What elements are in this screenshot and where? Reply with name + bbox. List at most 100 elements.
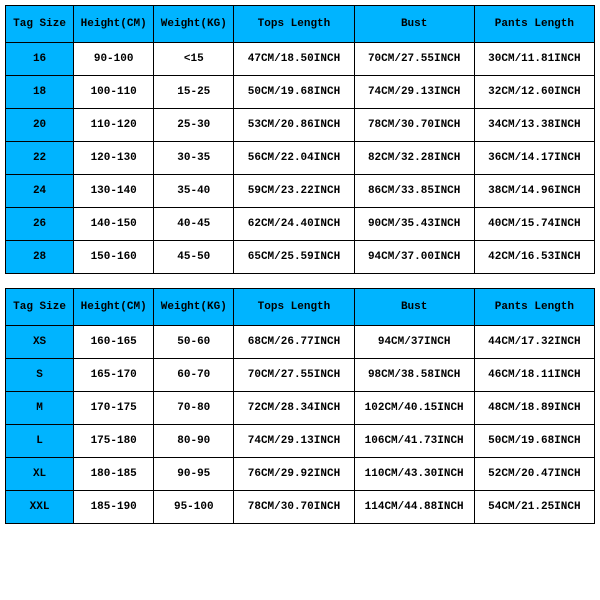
cell-value: 165-170 <box>74 359 154 392</box>
col-tops-length: Tops Length <box>234 289 354 326</box>
cell-value: 59CM/23.22INCH <box>234 175 354 208</box>
table-row: 20110-12025-3053CM/20.86INCH78CM/30.70IN… <box>6 109 595 142</box>
table-gap <box>5 274 595 288</box>
col-bust: Bust <box>354 6 474 43</box>
cell-value: 30CM/11.81INCH <box>474 43 594 76</box>
cell-value: 45-50 <box>154 241 234 274</box>
cell-value: 175-180 <box>74 425 154 458</box>
cell-value: 78CM/30.70INCH <box>234 491 354 524</box>
cell-value: 90-95 <box>154 458 234 491</box>
cell-value: 70CM/27.55INCH <box>234 359 354 392</box>
cell-value: 95-100 <box>154 491 234 524</box>
cell-value: 74CM/29.13INCH <box>234 425 354 458</box>
cell-value: 60-70 <box>154 359 234 392</box>
col-tops-length: Tops Length <box>234 6 354 43</box>
table-header-row: Tag Size Height(CM) Weight(KG) Tops Leng… <box>6 289 595 326</box>
cell-value: 150-160 <box>74 241 154 274</box>
cell-value: 68CM/26.77INCH <box>234 326 354 359</box>
cell-tag-size: 16 <box>6 43 74 76</box>
cell-tag-size: 24 <box>6 175 74 208</box>
cell-value: 94CM/37INCH <box>354 326 474 359</box>
cell-tag-size: L <box>6 425 74 458</box>
cell-tag-size: 28 <box>6 241 74 274</box>
table-row: 28150-16045-5065CM/25.59INCH94CM/37.00IN… <box>6 241 595 274</box>
cell-value: 40CM/15.74INCH <box>474 208 594 241</box>
cell-value: 42CM/16.53INCH <box>474 241 594 274</box>
cell-value: 50-60 <box>154 326 234 359</box>
table-row: 1690-100<1547CM/18.50INCH70CM/27.55INCH3… <box>6 43 595 76</box>
cell-tag-size: 20 <box>6 109 74 142</box>
cell-value: 170-175 <box>74 392 154 425</box>
cell-value: 40-45 <box>154 208 234 241</box>
cell-value: 100-110 <box>74 76 154 109</box>
table-row: L175-18080-9074CM/29.13INCH106CM/41.73IN… <box>6 425 595 458</box>
cell-tag-size: M <box>6 392 74 425</box>
cell-value: 44CM/17.32INCH <box>474 326 594 359</box>
cell-value: 180-185 <box>74 458 154 491</box>
cell-value: 56CM/22.04INCH <box>234 142 354 175</box>
col-height: Height(CM) <box>74 6 154 43</box>
cell-value: 50CM/19.68INCH <box>234 76 354 109</box>
cell-value: 62CM/24.40INCH <box>234 208 354 241</box>
cell-value: 106CM/41.73INCH <box>354 425 474 458</box>
cell-value: 74CM/29.13INCH <box>354 76 474 109</box>
cell-value: 80-90 <box>154 425 234 458</box>
cell-value: 78CM/30.70INCH <box>354 109 474 142</box>
cell-value: 94CM/37.00INCH <box>354 241 474 274</box>
col-height: Height(CM) <box>74 289 154 326</box>
table-row: 24130-14035-4059CM/23.22INCH86CM/33.85IN… <box>6 175 595 208</box>
cell-tag-size: XXL <box>6 491 74 524</box>
cell-value: 47CM/18.50INCH <box>234 43 354 76</box>
cell-value: 130-140 <box>74 175 154 208</box>
cell-value: 185-190 <box>74 491 154 524</box>
col-pants-length: Pants Length <box>474 289 594 326</box>
cell-value: 120-130 <box>74 142 154 175</box>
col-weight: Weight(KG) <box>154 6 234 43</box>
cell-value: 34CM/13.38INCH <box>474 109 594 142</box>
cell-value: 90-100 <box>74 43 154 76</box>
cell-value: 160-165 <box>74 326 154 359</box>
cell-value: 38CM/14.96INCH <box>474 175 594 208</box>
cell-value: 46CM/18.11INCH <box>474 359 594 392</box>
cell-value: 76CM/29.92INCH <box>234 458 354 491</box>
cell-tag-size: S <box>6 359 74 392</box>
cell-value: 48CM/18.89INCH <box>474 392 594 425</box>
cell-value: 15-25 <box>154 76 234 109</box>
col-tag-size: Tag Size <box>6 289 74 326</box>
table-row: XS160-16550-6068CM/26.77INCH94CM/37INCH4… <box>6 326 595 359</box>
cell-value: <15 <box>154 43 234 76</box>
table-row: 26140-15040-4562CM/24.40INCH90CM/35.43IN… <box>6 208 595 241</box>
cell-value: 70CM/27.55INCH <box>354 43 474 76</box>
cell-tag-size: XS <box>6 326 74 359</box>
col-tag-size: Tag Size <box>6 6 74 43</box>
cell-value: 90CM/35.43INCH <box>354 208 474 241</box>
cell-value: 110CM/43.30INCH <box>354 458 474 491</box>
cell-value: 36CM/14.17INCH <box>474 142 594 175</box>
cell-value: 98CM/38.58INCH <box>354 359 474 392</box>
table-row: S165-17060-7070CM/27.55INCH98CM/38.58INC… <box>6 359 595 392</box>
col-bust: Bust <box>354 289 474 326</box>
cell-tag-size: 22 <box>6 142 74 175</box>
cell-tag-size: 18 <box>6 76 74 109</box>
table-row: 18100-11015-2550CM/19.68INCH74CM/29.13IN… <box>6 76 595 109</box>
cell-value: 53CM/20.86INCH <box>234 109 354 142</box>
table-row: XL180-18590-9576CM/29.92INCH110CM/43.30I… <box>6 458 595 491</box>
table-header-row: Tag Size Height(CM) Weight(KG) Tops Leng… <box>6 6 595 43</box>
cell-value: 52CM/20.47INCH <box>474 458 594 491</box>
cell-value: 70-80 <box>154 392 234 425</box>
cell-value: 65CM/25.59INCH <box>234 241 354 274</box>
cell-value: 32CM/12.60INCH <box>474 76 594 109</box>
table-body: 1690-100<1547CM/18.50INCH70CM/27.55INCH3… <box>6 43 595 274</box>
table-body: XS160-16550-6068CM/26.77INCH94CM/37INCH4… <box>6 326 595 524</box>
cell-value: 102CM/40.15INCH <box>354 392 474 425</box>
cell-value: 82CM/32.28INCH <box>354 142 474 175</box>
cell-value: 72CM/28.34INCH <box>234 392 354 425</box>
table-row: M170-17570-8072CM/28.34INCH102CM/40.15IN… <box>6 392 595 425</box>
size-table-adults: Tag Size Height(CM) Weight(KG) Tops Leng… <box>5 288 595 524</box>
col-pants-length: Pants Length <box>474 6 594 43</box>
cell-value: 86CM/33.85INCH <box>354 175 474 208</box>
table-row: 22120-13030-3556CM/22.04INCH82CM/32.28IN… <box>6 142 595 175</box>
cell-value: 50CM/19.68INCH <box>474 425 594 458</box>
cell-value: 25-30 <box>154 109 234 142</box>
cell-value: 35-40 <box>154 175 234 208</box>
